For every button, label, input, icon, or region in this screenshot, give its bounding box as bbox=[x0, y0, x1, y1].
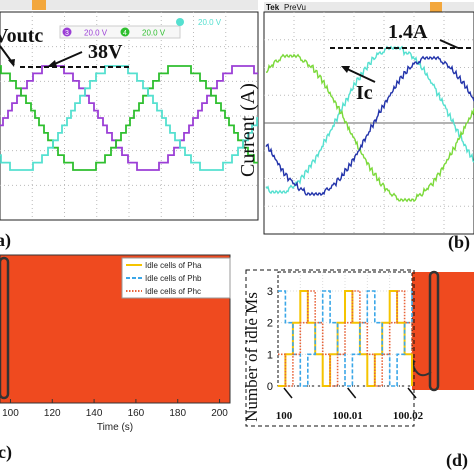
peak-current-label: 1.4A bbox=[388, 21, 428, 43]
ch3-scale: 20.0 V bbox=[84, 29, 108, 38]
zoom-region-marker-d bbox=[428, 270, 440, 392]
zoom-inset-x-ticks: 100 100.01 100.02 bbox=[276, 387, 424, 422]
legend-label-pha: Idle cells of Pha bbox=[145, 261, 202, 270]
panel-a-legend-box bbox=[59, 25, 181, 39]
panel-b-ylabel: Current (A) bbox=[237, 83, 259, 177]
inset-y-tick-label: 1 bbox=[267, 349, 273, 361]
current-series-1 bbox=[265, 45, 474, 195]
ic-label: Ic bbox=[356, 82, 373, 104]
panel-d-ylabel: Number of idle Ms bbox=[242, 292, 261, 422]
ch4-scale: 20.0 V bbox=[142, 29, 166, 38]
inset-x-tick-pointer bbox=[347, 387, 357, 399]
idle-line-series-2 bbox=[278, 290, 413, 387]
panel-b-header bbox=[264, 2, 474, 12]
x-tick-label: 140 bbox=[86, 408, 103, 419]
inset-x-tick-pointer bbox=[407, 387, 417, 399]
legend-label-phb: Idle cells of Phb bbox=[145, 274, 202, 283]
waveform-series-2 bbox=[0, 65, 258, 171]
ch4-marker bbox=[120, 27, 130, 37]
waveform-series-3 bbox=[0, 65, 258, 171]
inset-x-tick-label: 100 bbox=[276, 410, 293, 422]
zoom-inset-y-ticks: 0 1 2 3 bbox=[267, 286, 273, 393]
trigger-marker bbox=[32, 0, 46, 10]
panel-b-waveforms bbox=[265, 45, 474, 203]
panel-c-xlabel: Time (s) bbox=[97, 422, 133, 433]
peak-arrow-head bbox=[47, 60, 57, 67]
idle-line-series-3 bbox=[278, 290, 413, 387]
x-tick-label: 100 bbox=[2, 408, 19, 419]
panel-c: Idle cells of Pha Idle cells of Phb Idle… bbox=[0, 252, 234, 474]
ic-arrow-head bbox=[341, 66, 350, 73]
x-tick-label: 120 bbox=[44, 408, 61, 419]
inset-y-tick-label: 3 bbox=[267, 286, 273, 298]
ch4-number: 4 bbox=[123, 30, 127, 37]
panel-c-label: (c) bbox=[0, 442, 12, 463]
panel-a-waveforms bbox=[0, 65, 258, 171]
zoom-inset-lines bbox=[278, 290, 413, 387]
x-tick-label: 180 bbox=[169, 408, 186, 419]
inset-x-tick-label: 100.01 bbox=[333, 410, 363, 422]
ch3-number: 3 bbox=[65, 30, 69, 37]
inset-y-tick-label: 0 bbox=[267, 381, 273, 393]
scope-brand: Tek bbox=[266, 3, 280, 12]
panel-d-label: (d) bbox=[446, 450, 468, 471]
panel-d: 0 1 2 3 Number of idle Ms 100 100.01 100.02 (… bbox=[236, 252, 474, 474]
panel-a-header bbox=[0, 0, 258, 10]
panel-b-label: (b) bbox=[448, 232, 470, 253]
x-tick-label: 200 bbox=[211, 408, 228, 419]
peak-current-arrow bbox=[439, 39, 459, 49]
current-series-2 bbox=[265, 53, 474, 203]
scope-mode: PreVu bbox=[284, 3, 306, 12]
legend-label-phc: Idle cells of Phc bbox=[145, 287, 201, 296]
panel-a-label: (a) bbox=[0, 230, 11, 251]
ic-arrow bbox=[344, 67, 376, 83]
current-series-3 bbox=[265, 55, 474, 197]
zoom-frame bbox=[245, 269, 415, 427]
peak-voltage-label: 38V bbox=[88, 41, 123, 63]
trigger-marker-b bbox=[430, 2, 442, 12]
inset-x-tick-label: 100.02 bbox=[393, 410, 424, 422]
ch2-scale: 20.0 V bbox=[198, 18, 222, 27]
x-tick-label: 160 bbox=[128, 408, 145, 419]
panel-c-x-ticks: 100 120 140 160 180 200 bbox=[2, 399, 228, 419]
ch2-marker bbox=[176, 18, 184, 26]
zoom-region-marker bbox=[0, 256, 10, 400]
inset-y-tick-label: 2 bbox=[267, 318, 273, 330]
voutc-arrow-head bbox=[8, 59, 15, 67]
panel-b: Tek PreVu 1.4A Ic Current (A) (b) bbox=[237, 0, 474, 253]
panel-c-axes bbox=[0, 254, 231, 404]
inset-x-tick-pointer bbox=[283, 387, 293, 399]
panel-c-legend: Idle cells of Pha Idle cells of Phb Idle… bbox=[121, 257, 231, 299]
ch3-marker bbox=[62, 27, 72, 37]
panel-d-background-fill bbox=[412, 272, 474, 390]
idle-line-series-1 bbox=[278, 290, 413, 387]
